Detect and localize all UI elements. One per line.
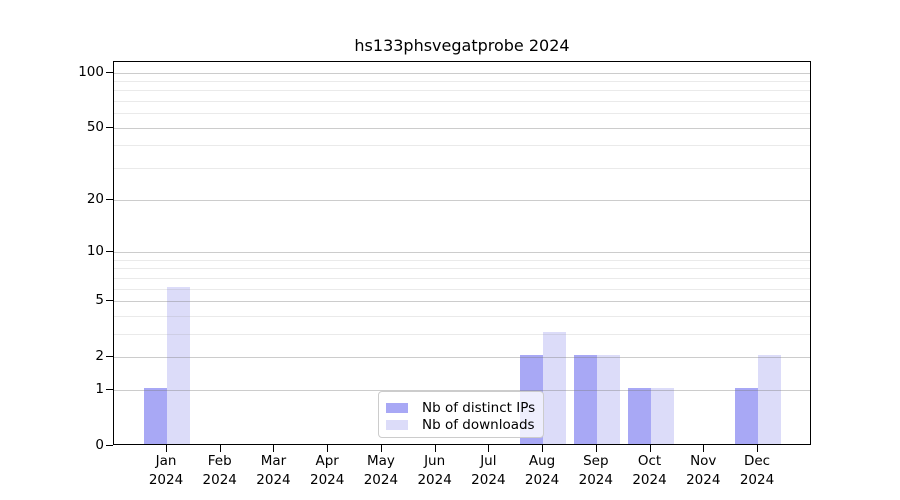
y-tick-label: 1	[95, 380, 104, 397]
legend-swatch-downloads	[386, 419, 408, 430]
y-gridline-major	[114, 300, 810, 302]
legend-item: Nb of downloads	[386, 416, 535, 433]
x-tick-mark	[488, 445, 490, 452]
x-tick-label: Jan 2024	[148, 453, 184, 488]
legend-swatch-distinct-ips	[386, 402, 408, 413]
y-tick-label: 2	[95, 348, 104, 365]
y-tick-label: 50	[86, 118, 104, 135]
bar-downloads	[167, 286, 190, 444]
x-tick-label: Nov 2024	[686, 453, 721, 488]
y-tick-mark	[106, 299, 113, 301]
plot-area	[113, 61, 811, 445]
x-tick-mark	[434, 445, 436, 452]
chart-title: hs133phsvegatprobe 2024	[354, 36, 570, 55]
x-tick-label: Sep 2024	[578, 453, 613, 488]
y-gridline-minor	[114, 259, 810, 261]
x-tick-mark	[380, 445, 382, 452]
y-gridline-minor	[114, 90, 810, 92]
y-gridline-major	[114, 127, 810, 129]
y-gridline-minor	[114, 101, 810, 103]
y-gridline-major	[114, 389, 810, 391]
legend-item: Nb of distinct IPs	[386, 399, 536, 416]
y-tick-label: 20	[86, 190, 104, 207]
x-tick-label: May 2024	[363, 453, 399, 488]
bar-downloads	[543, 331, 567, 444]
x-tick-mark	[703, 445, 705, 452]
x-tick-mark	[649, 445, 651, 452]
x-tick-mark	[595, 445, 597, 452]
x-tick-label: Mar 2024	[256, 453, 291, 488]
y-gridline-minor	[114, 268, 810, 270]
legend: Nb of distinct IPs Nb of downloads	[378, 391, 544, 438]
y-tick-mark	[106, 250, 113, 252]
x-tick-label: Jul 2024	[471, 453, 506, 488]
bar-distinct-ips	[573, 355, 597, 444]
y-gridline-minor	[114, 277, 810, 279]
x-tick-mark	[757, 445, 758, 452]
bar-downloads	[596, 355, 620, 444]
y-gridline-minor	[114, 288, 810, 290]
y-tick-mark	[106, 71, 113, 73]
bar-downloads	[650, 387, 674, 444]
x-tick-mark	[273, 445, 275, 452]
x-tick-label: Jun 2024	[417, 453, 452, 488]
x-tick-mark	[166, 445, 167, 452]
y-gridline-minor	[114, 113, 810, 115]
legend-label-distinct-ips: Nb of distinct IPs	[422, 399, 536, 416]
x-tick-label: Apr 2024	[309, 453, 345, 488]
y-gridline-major	[114, 251, 810, 253]
bar-distinct-ips	[144, 387, 167, 444]
y-tick-label: 5	[95, 291, 104, 308]
y-gridline-minor	[114, 80, 810, 82]
x-tick-label: Dec 2024	[739, 453, 775, 488]
x-tick-label: Feb 2024	[202, 453, 237, 488]
y-gridline-minor	[114, 145, 810, 147]
bar-downloads	[758, 355, 781, 444]
y-tick-label: 0	[95, 437, 104, 453]
y-gridline-major	[114, 357, 810, 359]
y-gridline-minor	[114, 333, 810, 335]
x-tick-mark	[542, 445, 544, 452]
bar-distinct-ips	[735, 387, 758, 444]
y-tick-mark	[106, 126, 113, 128]
legend-label-downloads: Nb of downloads	[422, 416, 535, 433]
y-tick-mark	[106, 445, 113, 446]
y-tick-label: 10	[86, 242, 104, 259]
y-gridline-major	[114, 72, 810, 74]
y-gridline-major	[114, 199, 810, 201]
y-tick-mark	[106, 388, 113, 390]
x-tick-label: Oct 2024	[632, 453, 667, 488]
y-tick-mark	[106, 356, 113, 358]
x-tick-mark	[219, 445, 221, 452]
y-gridline-minor	[114, 315, 810, 317]
y-gridline-minor	[114, 168, 810, 170]
x-tick-label: Aug 2024	[524, 453, 560, 488]
x-tick-mark	[327, 445, 329, 452]
bar-distinct-ips	[627, 387, 651, 444]
y-tick-label: 100	[78, 63, 104, 80]
y-tick-mark	[106, 198, 113, 200]
